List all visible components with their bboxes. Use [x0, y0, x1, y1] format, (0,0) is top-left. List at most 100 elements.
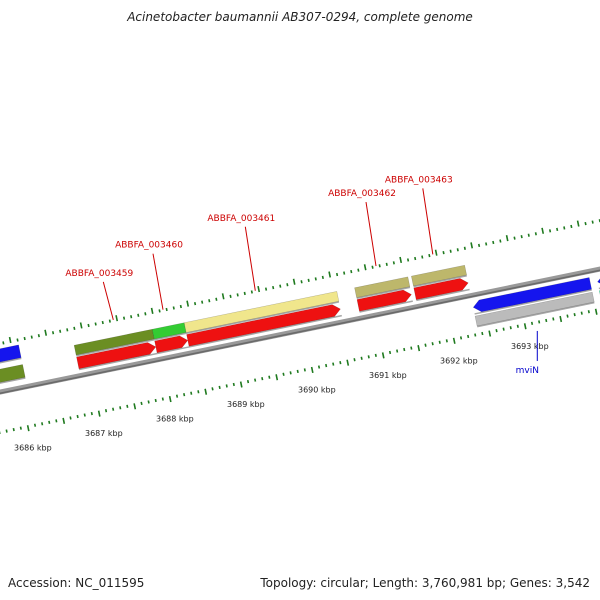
- scale-tick: [183, 393, 186, 397]
- outer-tick: [343, 271, 346, 275]
- feature-shadow: [359, 300, 413, 313]
- scale-tick: [388, 350, 392, 355]
- outer-tick: [279, 284, 282, 288]
- gene-fwd-feature: [154, 335, 189, 354]
- outer-tick: [513, 236, 516, 240]
- scale-tick: [353, 358, 356, 362]
- scale-tick: [495, 329, 498, 333]
- outer-tick: [548, 229, 552, 233]
- label-leader-line: [244, 226, 256, 291]
- outer-tick: [421, 255, 424, 259]
- scale-tick: [339, 361, 342, 365]
- backbone-shadow: [0, 269, 600, 395]
- outer-tick: [576, 220, 580, 227]
- scale-tick: [133, 403, 137, 410]
- scale-tick: [112, 407, 115, 411]
- scale-label-3688: 3688 kbp: [156, 415, 194, 424]
- gene-rev-feature: [597, 278, 600, 284]
- outer-tick: [314, 277, 317, 281]
- outer-tick: [94, 322, 97, 326]
- outer-tick: [2, 341, 5, 345]
- outer-tick: [591, 220, 594, 224]
- cds-fwd-feature: [411, 264, 467, 287]
- outer-tick: [250, 290, 253, 294]
- scale-tick: [26, 425, 30, 432]
- outer-tick: [101, 320, 104, 325]
- outer-tick: [165, 307, 168, 312]
- outer-tick: [378, 264, 381, 268]
- outer-tick: [272, 285, 275, 290]
- outer-tick: [73, 326, 76, 330]
- scale-tick: [417, 345, 421, 352]
- cds-fwd-feature: [354, 276, 411, 298]
- scale-tick: [204, 388, 208, 395]
- outer-tick: [115, 315, 119, 322]
- scale-tick: [573, 312, 576, 317]
- outer-tick: [527, 233, 530, 237]
- scale-tick: [5, 429, 8, 433]
- outer-tick: [556, 227, 559, 232]
- scale-tick: [403, 347, 406, 352]
- scale-tick: [431, 342, 434, 346]
- scale-tick: [83, 413, 86, 417]
- scale-tick: [211, 387, 214, 391]
- outer-tick: [477, 243, 481, 248]
- scale-tick: [580, 311, 583, 315]
- outer-tick: [328, 271, 332, 278]
- feature-shadow: [78, 352, 158, 371]
- feature-shadow: [477, 301, 595, 328]
- scale-tick: [33, 423, 37, 427]
- outer-tick: [406, 258, 410, 262]
- scale-tick: [268, 375, 271, 379]
- accession-text: Accession: NC_011595: [8, 576, 145, 590]
- feature-layer: [0, 264, 600, 384]
- outer-tick: [335, 272, 339, 277]
- scale-tick: [154, 398, 157, 403]
- outer-tick: [321, 275, 324, 280]
- gene-label-abbfa_003461: ABBFA_003461: [207, 214, 275, 224]
- scale-tick: [481, 331, 484, 336]
- scale-tick: [48, 420, 51, 424]
- scale-tick: [104, 409, 108, 413]
- outer-tick: [399, 256, 403, 264]
- outer-tick: [570, 224, 573, 229]
- genome-backbone: [0, 266, 600, 395]
- outer-tick: [186, 300, 190, 307]
- scale-tick: [161, 397, 164, 401]
- scale-tick: [168, 395, 172, 403]
- scale-tick: [97, 410, 101, 417]
- scale-tick: [197, 390, 200, 394]
- outer-tick: [563, 226, 566, 230]
- scale-tick: [76, 414, 79, 419]
- scale-tick: [296, 369, 299, 374]
- outer-tick: [150, 307, 154, 314]
- scale-tick: [467, 334, 470, 339]
- scale-tick: [424, 343, 427, 347]
- scale-tick: [126, 404, 129, 408]
- outer-tick: [172, 306, 175, 310]
- outer-tick: [51, 331, 55, 335]
- scale-tick: [289, 371, 292, 375]
- scale-tick: [566, 314, 569, 318]
- outer-tick: [434, 249, 438, 256]
- outer-tick: [16, 338, 19, 342]
- gene-label-mvin: mviN: [516, 366, 539, 376]
- scale-tick: [261, 377, 264, 381]
- feature-shadow: [474, 289, 592, 315]
- outer-tick: [371, 265, 374, 269]
- gene-label-abbfa_003459: ABBFA_003459: [65, 269, 133, 279]
- scale-tick: [559, 315, 563, 323]
- outer-feature: [0, 344, 22, 363]
- scale-tick: [396, 349, 399, 353]
- scale-tick: [225, 384, 228, 388]
- scale-tick: [552, 317, 555, 321]
- scale-label-3692: 3692 kbp: [440, 356, 478, 365]
- gene-label-abbfa_003460: ABBFA_003460: [115, 241, 183, 251]
- scale-tick: [218, 385, 221, 390]
- outer-tick: [158, 309, 161, 313]
- scale-labels: 3686 kbp 3687 kbp 3688 kbp 3689 kbp 3690 kbp…: [14, 342, 549, 453]
- outer-tick: [307, 278, 310, 282]
- scale-tick: [19, 426, 22, 430]
- scale-tick: [12, 427, 15, 432]
